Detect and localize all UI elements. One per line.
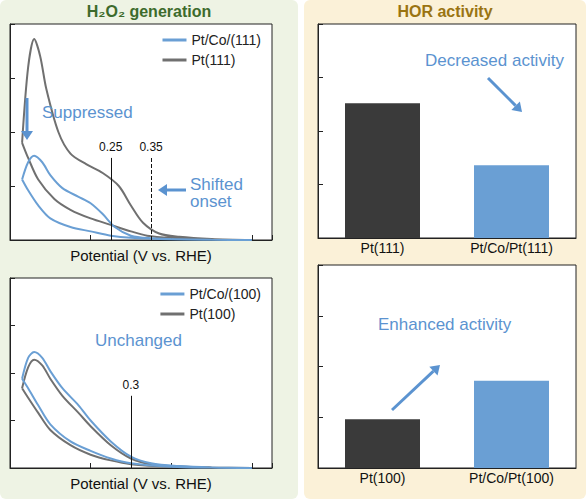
svg-text:0.3: 0.3 [123, 378, 140, 392]
svg-text:Unchanged: Unchanged [95, 331, 182, 350]
svg-text:0.35: 0.35 [139, 140, 163, 154]
svg-text:Pt/Co/Pt(111): Pt/Co/Pt(111) [470, 240, 553, 256]
svg-text:0.25: 0.25 [99, 140, 123, 154]
svg-text:Pt(100): Pt(100) [360, 470, 406, 486]
svg-text:Enhanced activity: Enhanced activity [378, 315, 512, 334]
svg-text:H₂O₂ generation: H₂O₂ generation [87, 3, 211, 20]
svg-text:Pt(100): Pt(100) [189, 306, 235, 322]
svg-text:Decreased activity: Decreased activity [425, 51, 564, 70]
svg-text:Pt/Co/Pt(100): Pt/Co/Pt(100) [469, 470, 554, 486]
svg-text:Pt(111): Pt(111) [191, 52, 235, 68]
svg-text:Pt/Co/(100): Pt/Co/(100) [189, 286, 261, 302]
svg-text:HOR activity: HOR activity [397, 3, 492, 20]
svg-text:Shifted: Shifted [190, 175, 248, 194]
svg-text:Pt/Co/(111): Pt/Co/(111) [191, 32, 261, 48]
svg-text:Potential (V vs. RHE): Potential (V vs. RHE) [70, 247, 212, 264]
svg-text:onset: onset [190, 192, 232, 211]
svg-text:Suppressed: Suppressed [42, 103, 133, 122]
svg-text:Pt(111): Pt(111) [361, 240, 405, 256]
svg-text:Potential (V vs. RHE): Potential (V vs. RHE) [70, 475, 212, 492]
